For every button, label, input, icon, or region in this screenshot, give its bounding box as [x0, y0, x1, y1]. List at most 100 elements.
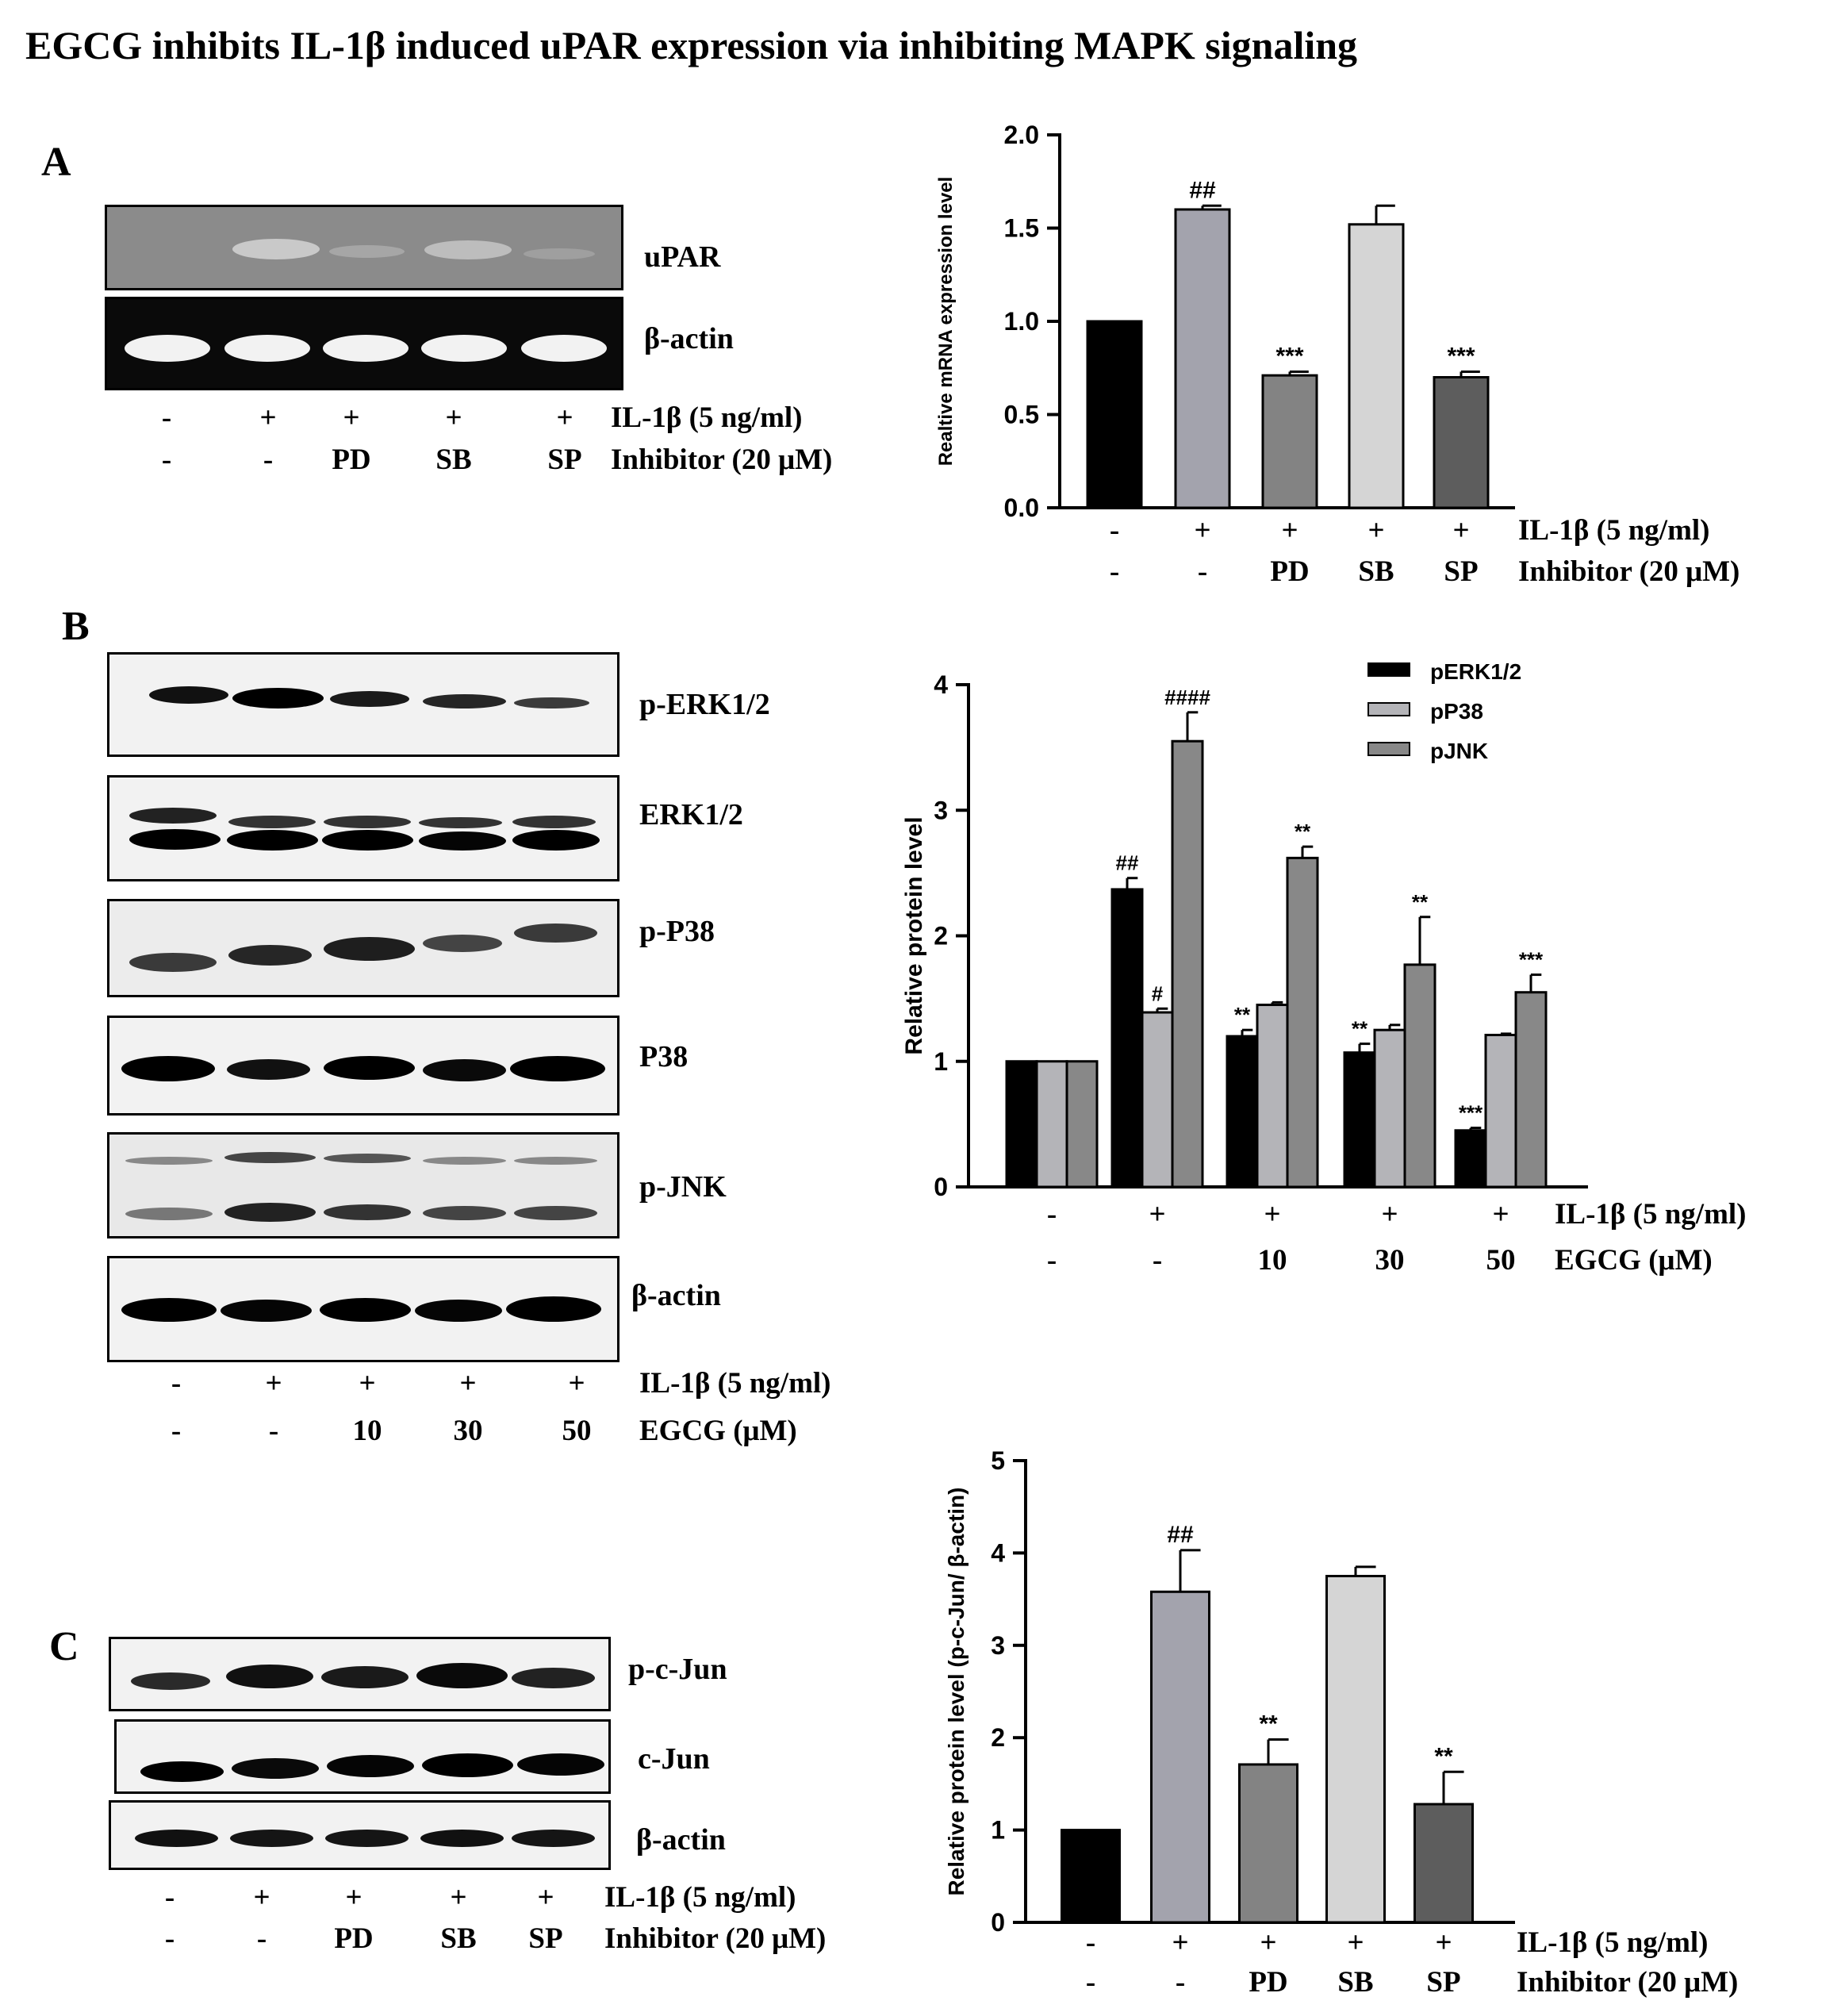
- bar: [1484, 1034, 1517, 1188]
- blot-b-label-erk: ERK1/2: [639, 798, 743, 831]
- significance-label: ##: [1167, 1522, 1194, 1548]
- significance-label: ####: [1164, 685, 1210, 709]
- treatment-row1-cell: -: [171, 1367, 182, 1400]
- beta-actin-blot-b: [107, 1256, 619, 1362]
- panel-label-a: A: [41, 140, 71, 185]
- blot-c-label-pcjun: p-c-Jun: [628, 1653, 727, 1686]
- blot-b-label-pp38: p-P38: [639, 915, 715, 948]
- bar: [1065, 1060, 1099, 1188]
- bar: [1348, 223, 1405, 509]
- treatment-row2-cell: -: [256, 1922, 267, 1955]
- blot-a-label-upar: uPAR: [644, 240, 721, 274]
- y-tick-label: 0: [991, 1908, 1005, 1937]
- significance-label: ***: [1447, 343, 1475, 369]
- significance-label: **: [1352, 1017, 1368, 1041]
- legend-swatch: [1367, 742, 1410, 756]
- treatment-row1-label: IL-1β (5 ng/ml): [639, 1367, 831, 1400]
- blot-b-label-pjnk: p-JNK: [639, 1170, 727, 1204]
- x-row-label: +: [1492, 1198, 1509, 1231]
- treatment-row1-cell: +: [568, 1367, 585, 1400]
- x-row-title: Inhibitor (20 μM): [1517, 1966, 1738, 1999]
- significance-label: **: [1295, 820, 1311, 843]
- x-row-label: +: [1435, 1926, 1452, 1959]
- legend-label: pJNK: [1430, 739, 1488, 763]
- legend-label: pP38: [1430, 699, 1483, 724]
- treatment-row2-label: EGCG (μM): [639, 1415, 797, 1447]
- bar: [1110, 888, 1144, 1188]
- x-row-label: PD: [1270, 555, 1309, 588]
- blot-b-label-actin: β-actin: [631, 1279, 721, 1312]
- significance-label: **: [1434, 1743, 1453, 1769]
- x-row-label: SP: [1444, 555, 1478, 588]
- significance-label: **: [1259, 1711, 1278, 1738]
- x-row-title: IL-1β (5 ng/ml): [1555, 1198, 1747, 1231]
- x-row-label: +: [1347, 1926, 1364, 1959]
- treatment-row1-cell: +: [343, 401, 360, 434]
- treatment-row2-cell: SB: [435, 444, 472, 476]
- x-row-label: 30: [1375, 1244, 1405, 1277]
- panel-label-c: C: [49, 1624, 79, 1669]
- significance-label: **: [1234, 1003, 1251, 1027]
- treatment-row2-cell: SP: [547, 444, 582, 476]
- upar-gel: [105, 205, 623, 290]
- y-tick-label: 0.5: [1004, 401, 1039, 429]
- bar: [1086, 320, 1143, 509]
- x-row-label: +: [1367, 514, 1384, 547]
- treatment-row2-cell: 50: [562, 1415, 592, 1447]
- significance-label: **: [1412, 890, 1429, 914]
- bar: [1174, 208, 1231, 509]
- beta-actin-blot-c: [109, 1800, 611, 1870]
- x-row-label: -: [1047, 1198, 1057, 1231]
- treatment-row1-cell: +: [345, 1881, 362, 1914]
- treatment-row2-cell: -: [268, 1415, 279, 1447]
- blot-c-label-cjun: c-Jun: [638, 1742, 710, 1776]
- treatment-row2-cell: PD: [332, 444, 371, 476]
- y-axis-label: Relative protein level (p-c-Jun/ β-actin…: [944, 1488, 969, 1896]
- x-row-label: +: [1281, 514, 1298, 547]
- treatment-row1-cell: +: [359, 1367, 376, 1400]
- bar: [1433, 376, 1490, 509]
- y-tick-label: 0.0: [1004, 493, 1039, 522]
- x-row-label: -: [1047, 1244, 1057, 1277]
- treatment-row1-cell: +: [445, 401, 462, 434]
- x-row-label: +: [1452, 514, 1469, 547]
- p-p38-blot: [107, 899, 619, 997]
- x-row-label: +: [1264, 1198, 1280, 1231]
- bar: [1325, 1575, 1386, 1924]
- treatment-row2-cell: SB: [440, 1922, 477, 1955]
- y-tick-label: 2: [934, 922, 948, 950]
- p38-blot: [107, 1016, 619, 1116]
- x-row-label: +: [1194, 514, 1210, 547]
- x-row-label: -: [1110, 514, 1119, 547]
- x-row-label: +: [1381, 1198, 1398, 1231]
- y-tick-label: 4: [934, 670, 948, 699]
- x-row-title: Inhibitor (20 μM): [1518, 555, 1740, 588]
- bar: [1035, 1060, 1068, 1188]
- beta-actin-gel-a: [105, 297, 623, 390]
- bar: [1256, 1004, 1289, 1188]
- treatment-row1-label: IL-1β (5 ng/ml): [604, 1881, 796, 1914]
- x-row-label: 50: [1486, 1244, 1516, 1277]
- bar: [1403, 963, 1437, 1188]
- x-row-label: -: [1110, 555, 1119, 588]
- treatment-row2-cell: -: [164, 1922, 175, 1955]
- x-row-label: PD: [1249, 1966, 1287, 1999]
- x-row-label: -: [1198, 555, 1207, 588]
- legend-label: pERK1/2: [1430, 659, 1521, 684]
- p-jnk-blot: [107, 1132, 619, 1238]
- bar: [1238, 1763, 1298, 1924]
- significance-label: #: [1152, 981, 1164, 1005]
- treatment-row2-cell: SP: [528, 1922, 563, 1955]
- significance-label: ***: [1275, 343, 1303, 369]
- treatment-row1-label: IL-1β (5 ng/ml): [611, 401, 803, 434]
- treatment-row2-cell: -: [171, 1415, 182, 1447]
- treatment-row2-cell: -: [263, 444, 274, 476]
- x-row-label: +: [1172, 1926, 1188, 1959]
- treatment-row1-cell: -: [161, 401, 172, 434]
- p-c-jun-blot: [109, 1637, 611, 1711]
- y-tick-label: 1: [934, 1047, 948, 1076]
- p-erk-blot: [107, 652, 619, 757]
- x-row-label: -: [1086, 1926, 1095, 1959]
- x-row-label: -: [1153, 1244, 1162, 1277]
- blot-c-label-actin: β-actin: [636, 1823, 726, 1857]
